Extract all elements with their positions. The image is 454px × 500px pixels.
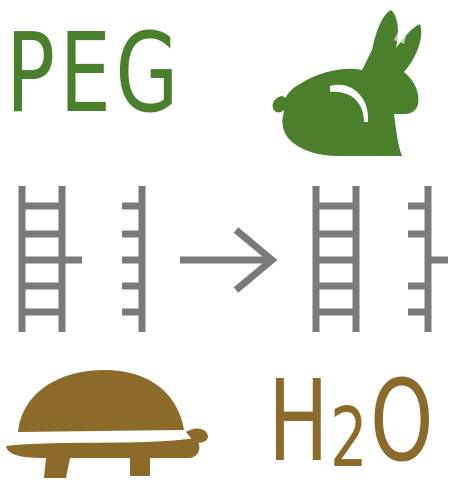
- formula-subscript-2: 2: [330, 391, 368, 486]
- ladder-right-full: [312, 186, 360, 332]
- ladder-left-half: [122, 186, 146, 332]
- water-formula-label: H 2 O: [268, 357, 454, 487]
- rabbit-icon: [272, 10, 422, 156]
- peg-label-text: PEG: [6, 9, 183, 137]
- right-arrow-icon: [180, 227, 278, 293]
- ladder-right-half: [408, 186, 448, 332]
- peg-label: PEG: [6, 18, 183, 128]
- turtle-icon: [6, 370, 208, 478]
- formula-h: H: [268, 357, 329, 487]
- formula-o: O: [370, 357, 434, 487]
- ladder-left-full: [18, 186, 82, 332]
